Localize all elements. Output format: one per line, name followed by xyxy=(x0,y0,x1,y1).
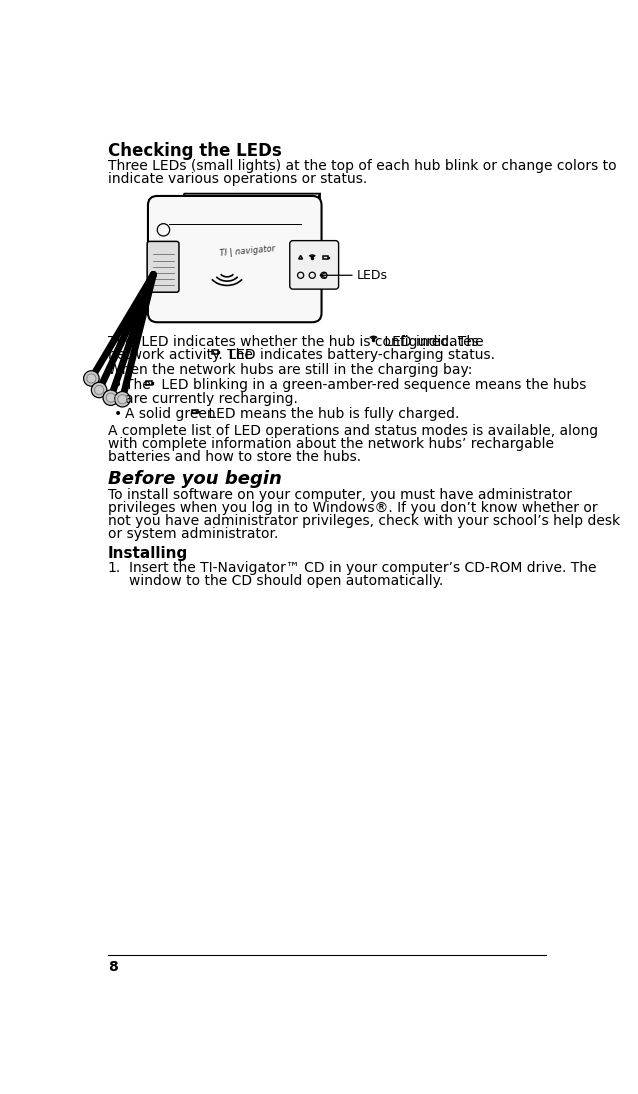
Text: with complete information about the network hubs’ rechargable: with complete information about the netw… xyxy=(108,437,554,451)
Text: are currently recharging.: are currently recharging. xyxy=(124,392,297,406)
Text: LED blinking in a green-amber-red sequence means the hubs: LED blinking in a green-amber-red sequen… xyxy=(157,379,586,393)
Text: privileges when you log in to Windows®. If you don’t know whether or: privileges when you log in to Windows®. … xyxy=(108,501,597,515)
Text: batteries and how to store the hubs.: batteries and how to store the hubs. xyxy=(108,450,360,464)
Circle shape xyxy=(103,389,119,406)
FancyBboxPatch shape xyxy=(290,241,339,289)
Bar xyxy=(192,410,198,414)
Text: LED means the hub is fully charged.: LED means the hub is fully charged. xyxy=(204,407,459,421)
Polygon shape xyxy=(177,194,320,216)
Text: LED indicates whether the hub is configured. The: LED indicates whether the hub is configu… xyxy=(137,335,488,349)
Text: Three LEDs (small lights) at the top of each hub blink or change colors to: Three LEDs (small lights) at the top of … xyxy=(108,159,616,173)
Text: LEDs: LEDs xyxy=(357,269,388,282)
Text: TI | navigator: TI | navigator xyxy=(219,244,276,258)
Text: LED indicates: LED indicates xyxy=(380,335,479,349)
Polygon shape xyxy=(312,194,320,305)
Bar xyxy=(145,381,152,385)
Bar xyxy=(328,257,329,258)
Text: 1.: 1. xyxy=(108,561,121,575)
Bar xyxy=(198,410,199,412)
Text: •: • xyxy=(114,379,122,393)
Bar xyxy=(323,256,328,259)
Text: A complete list of LED operations and status modes is available, along: A complete list of LED operations and st… xyxy=(108,423,598,438)
Text: The: The xyxy=(124,379,155,393)
Text: Before you begin: Before you begin xyxy=(108,470,281,488)
Text: Checking the LEDs: Checking the LEDs xyxy=(108,142,281,160)
Text: network activity. The: network activity. The xyxy=(108,348,257,362)
Circle shape xyxy=(84,371,99,386)
Text: •: • xyxy=(114,407,122,421)
Text: The: The xyxy=(108,335,138,349)
Text: LED indicates battery-charging status.: LED indicates battery-charging status. xyxy=(224,348,495,362)
Text: or system administrator.: or system administrator. xyxy=(108,527,278,542)
Text: window to the CD should open automatically.: window to the CD should open automatical… xyxy=(130,574,443,589)
Text: When the network hubs are still in the charging bay:: When the network hubs are still in the c… xyxy=(108,363,472,377)
Text: A solid green: A solid green xyxy=(124,407,219,421)
Text: Insert the TI-Navigator™ CD in your computer’s CD-ROM drive. The: Insert the TI-Navigator™ CD in your comp… xyxy=(130,561,597,575)
Text: not you have administrator privileges, check with your school’s help desk: not you have administrator privileges, c… xyxy=(108,514,619,528)
Text: 8: 8 xyxy=(108,959,117,974)
Circle shape xyxy=(91,382,107,398)
Text: To install software on your computer, you must have administrator: To install software on your computer, yo… xyxy=(108,488,572,502)
Bar xyxy=(218,351,219,353)
Text: indicate various operations or status.: indicate various operations or status. xyxy=(108,172,367,186)
Text: Installing: Installing xyxy=(108,546,188,560)
FancyBboxPatch shape xyxy=(147,242,179,292)
FancyBboxPatch shape xyxy=(148,196,322,323)
Circle shape xyxy=(115,392,130,407)
Bar xyxy=(212,350,218,354)
